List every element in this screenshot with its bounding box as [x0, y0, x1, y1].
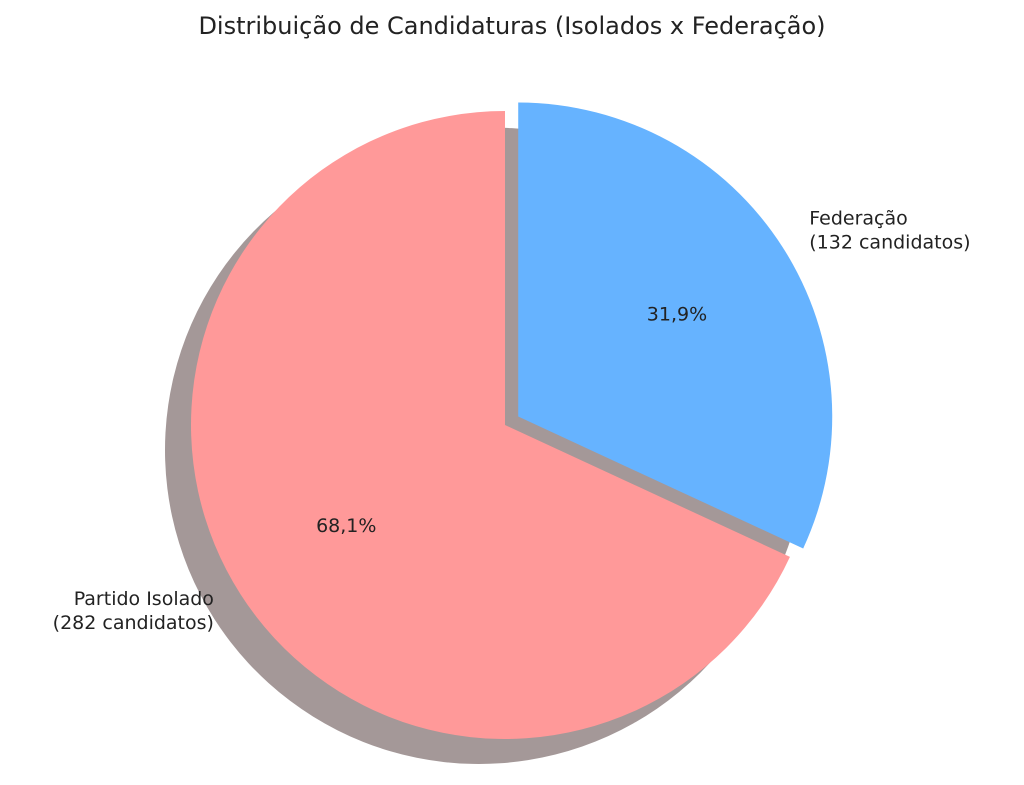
- label-line: (282 candidatos): [53, 611, 214, 633]
- value-label: 31,9%: [647, 304, 707, 326]
- label-line: Federação: [809, 207, 908, 229]
- pie-slice: [190, 111, 790, 740]
- label-line: (132 candidatos): [809, 231, 970, 253]
- pie-slice: [518, 102, 833, 549]
- chart-title: Distribuição de Candidaturas (Isolados x…: [198, 12, 825, 40]
- label-line: Partido Isolado: [74, 587, 214, 609]
- category-label: Federação (132 candidatos): [809, 207, 970, 253]
- value-label: 68,1%: [316, 515, 376, 537]
- category-label: Partido Isolado (282 candidatos): [53, 587, 214, 633]
